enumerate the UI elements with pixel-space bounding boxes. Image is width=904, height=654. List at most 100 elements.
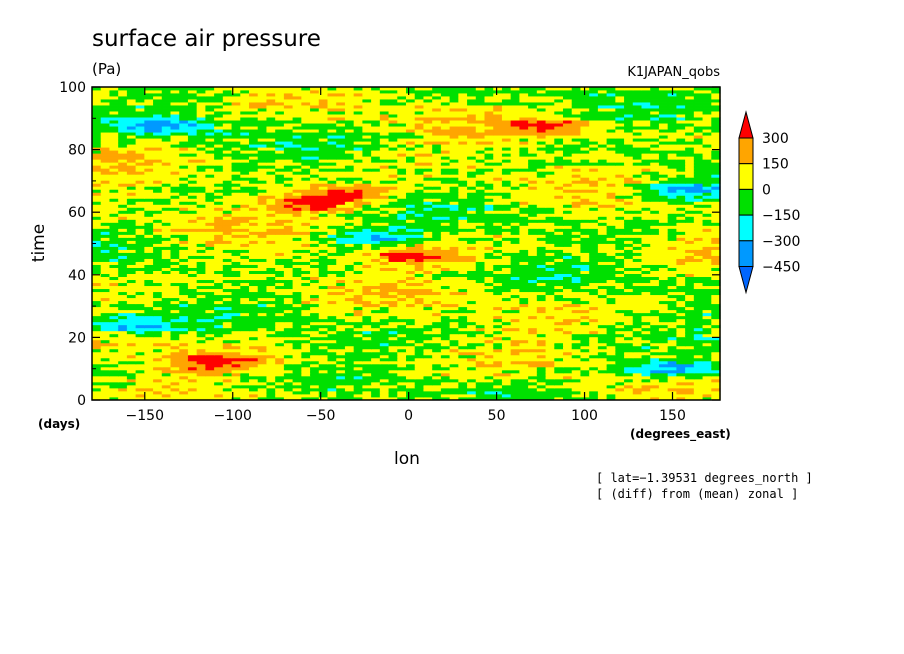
heatmap-cell [222, 309, 233, 314]
heatmap-cell [554, 300, 564, 305]
heatmap-cell [467, 312, 477, 317]
heatmap-cell [397, 321, 407, 326]
heatmap-cell [458, 228, 468, 232]
heatmap-cell [493, 294, 503, 299]
heatmap-cell [231, 306, 241, 311]
heatmap-cell [615, 270, 625, 274]
heatmap-cell [650, 225, 660, 229]
heatmap-cell [283, 216, 294, 220]
heatmap-cell [371, 192, 381, 196]
heatmap-cell [161, 237, 172, 241]
heatmap-cell [589, 276, 599, 281]
heatmap-cell [249, 306, 259, 311]
heatmap-cell [118, 240, 128, 244]
heatmap-cell [196, 339, 206, 344]
heatmap-cell [658, 375, 669, 380]
heatmap-cell [510, 309, 520, 314]
heatmap-cell [711, 195, 721, 199]
heatmap-cell [344, 300, 355, 305]
heatmap-cell [187, 216, 198, 220]
heatmap-cell [353, 348, 363, 353]
heatmap-cell [318, 282, 329, 287]
heatmap-cell [414, 285, 425, 290]
heatmap-cell [310, 231, 320, 235]
heatmap-cell [388, 216, 398, 220]
heatmap-cell [327, 369, 337, 374]
heatmap-cell [406, 339, 416, 344]
heatmap-cell [310, 237, 320, 241]
heatmap-cell [301, 264, 311, 268]
heatmap-cell [571, 213, 582, 217]
heatmap-cell [693, 288, 704, 293]
heatmap-cell [467, 282, 477, 287]
heatmap-cell [406, 318, 416, 323]
heatmap-cell [423, 363, 433, 368]
heatmap-cell [135, 291, 145, 296]
heatmap-cell [240, 348, 250, 353]
heatmap-cell [170, 387, 180, 392]
heatmap-cell [100, 279, 111, 284]
heatmap-cell [711, 270, 721, 274]
heatmap-cell [449, 255, 459, 259]
heatmap-cell [414, 240, 425, 244]
heatmap-cell [632, 264, 643, 268]
heatmap-cell [92, 288, 102, 293]
heatmap-cell [135, 303, 145, 308]
heatmap-cell [196, 354, 206, 359]
heatmap-cell [205, 387, 215, 392]
heatmap-cell [519, 393, 529, 398]
heatmap-cell [257, 372, 268, 377]
heatmap-cell [449, 384, 459, 389]
heatmap-cell [161, 345, 172, 350]
heatmap-cell [371, 255, 381, 259]
heatmap-cell [406, 327, 416, 332]
heatmap-cell [266, 240, 276, 244]
heatmap-cell [179, 213, 189, 217]
heatmap-cell [231, 252, 241, 256]
heatmap-cell [318, 315, 329, 320]
heatmap-cell [554, 306, 564, 311]
heatmap-cell [685, 297, 695, 302]
heatmap-cell [144, 255, 154, 259]
heatmap-cell [310, 339, 320, 344]
heatmap-cell [650, 396, 660, 401]
heatmap-cell [414, 387, 425, 392]
heatmap-cell [423, 303, 433, 308]
heatmap-cell [545, 297, 555, 302]
heatmap-cell [632, 192, 643, 196]
heatmap-cell [563, 345, 573, 350]
heatmap-cell [336, 291, 346, 296]
heatmap-cell [135, 315, 145, 320]
heatmap-cell [336, 246, 346, 250]
heatmap-cell [187, 222, 198, 226]
heatmap-cell [144, 246, 154, 250]
heatmap-cell [606, 342, 616, 347]
heatmap-cell [336, 255, 346, 259]
heatmap-cell [109, 369, 119, 374]
heatmap-cell [519, 321, 529, 326]
heatmap-cell [336, 228, 346, 232]
heatmap-cell [414, 312, 425, 317]
heatmap-cell [379, 225, 390, 229]
heatmap-cell [475, 387, 486, 392]
heatmap-cell [187, 300, 198, 305]
heatmap-cell [641, 339, 651, 344]
heatmap-cell [589, 348, 599, 353]
heatmap-cell [397, 318, 407, 323]
heatmap-cell [170, 222, 180, 226]
heatmap-cell [676, 303, 686, 308]
heatmap-cell [545, 369, 555, 374]
heatmap-cell [275, 342, 285, 347]
heatmap-cell [414, 255, 425, 259]
heatmap-cell [275, 393, 285, 398]
heatmap-cell [318, 348, 329, 353]
heatmap-cell [563, 375, 573, 380]
heatmap-cell [624, 282, 634, 287]
heatmap-cell [528, 306, 538, 311]
heatmap-cell [624, 303, 634, 308]
heatmap-cell [693, 228, 704, 232]
heatmap-cell [344, 354, 355, 359]
heatmap-cell [458, 285, 468, 290]
heatmap-cell [676, 228, 686, 232]
heatmap-cell [379, 345, 390, 350]
